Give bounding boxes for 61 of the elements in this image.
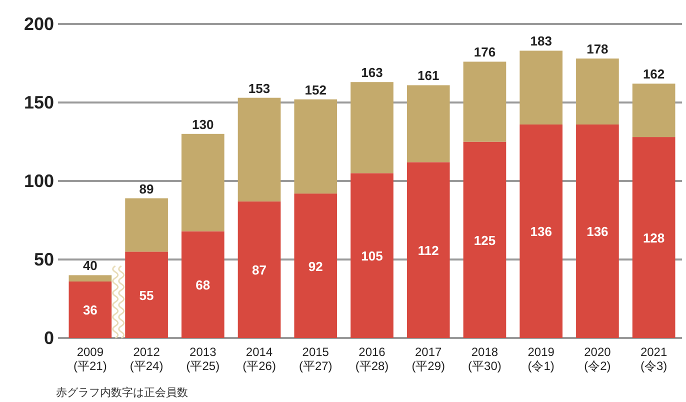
x-tick-label: 2015 (平27): [298, 345, 332, 373]
total-label: 163: [361, 65, 383, 80]
x-tick-label: 2020 (令2): [584, 345, 612, 373]
bar: [576, 124, 619, 338]
bar: [463, 142, 506, 338]
bar: [181, 134, 224, 232]
bar: [125, 198, 168, 252]
x-tick-label: 2009 (平21): [74, 345, 107, 373]
x-tick-label: 2014 (平26): [242, 345, 276, 373]
x-tick-label: 2018 (平30): [468, 345, 502, 373]
bar: [238, 98, 281, 202]
total-label: 89: [139, 181, 154, 196]
bar: [632, 137, 676, 338]
data-label: 136: [530, 224, 552, 240]
total-label: 183: [530, 34, 552, 49]
total-label: 153: [248, 80, 270, 96]
total-label: 178: [586, 42, 608, 57]
bar: [181, 231, 224, 338]
x-tick-label: 2019 (令1): [528, 345, 555, 373]
data-label: 136: [586, 224, 608, 240]
bar: [406, 162, 450, 338]
total-label: 130: [192, 116, 214, 132]
data-label: 128: [642, 230, 665, 246]
y-tick-label: 150: [24, 92, 54, 112]
data-label: 125: [474, 232, 496, 248]
bar: [294, 99, 338, 194]
x-tick-label: 2012 (平24): [130, 345, 164, 373]
data-label: 68: [196, 278, 210, 293]
y-tick-label: 200: [24, 14, 54, 34]
text: 赤グラフ内数字は正会員数: [56, 386, 188, 399]
data-label: 112: [418, 243, 439, 258]
bar: [350, 173, 394, 338]
y-tick-label: 50: [34, 250, 54, 270]
bar: [463, 62, 506, 142]
x-tick-label: 2017 (平29): [412, 345, 446, 373]
bar: [68, 275, 112, 282]
bar: [238, 201, 281, 338]
x-tick-label: 2016 (平28): [355, 345, 389, 373]
y-tick-label: 0: [44, 328, 54, 348]
bar: [520, 50, 563, 124]
data-label: 87: [252, 262, 267, 278]
bar: [632, 84, 676, 138]
bar: [520, 124, 563, 338]
data-label: 92: [308, 258, 323, 274]
total-label: 40: [82, 258, 98, 274]
data-label: 36: [82, 302, 98, 318]
bar: [406, 85, 450, 162]
data-label: 55: [139, 288, 154, 303]
x-tick-label: 2021 (令3): [640, 345, 668, 373]
total-label: 176: [474, 44, 496, 60]
bar: [576, 58, 619, 124]
total-label: 161: [418, 68, 440, 84]
x-tick-label: 2013 (平25): [186, 345, 220, 373]
bar: [350, 82, 394, 174]
data-label: 105: [361, 248, 383, 264]
total-label: 162: [642, 66, 665, 82]
y-tick-label: 100: [24, 171, 54, 191]
bar: [68, 281, 112, 338]
bar: [294, 194, 338, 338]
bar: [125, 252, 168, 338]
total-label: 152: [304, 82, 326, 98]
